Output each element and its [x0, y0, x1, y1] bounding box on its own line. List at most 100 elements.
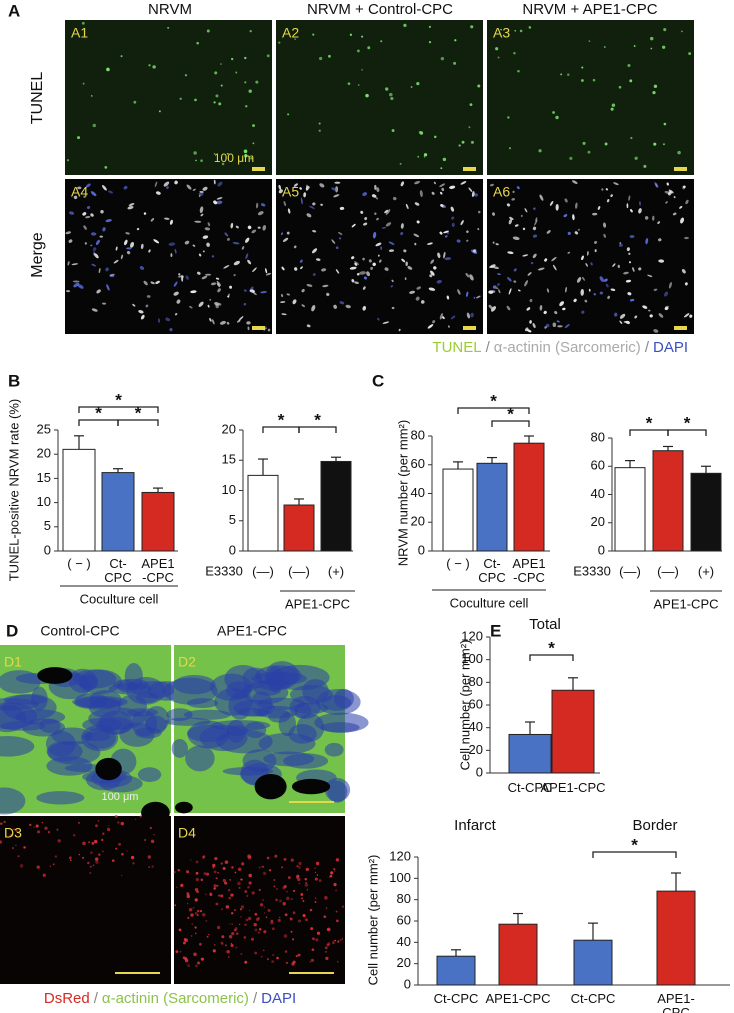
dsred-cell [309, 908, 313, 912]
nucleus [468, 126, 471, 129]
cell [99, 235, 104, 238]
category-label: (+) [697, 564, 715, 579]
cell [451, 222, 455, 227]
cell [681, 269, 686, 274]
nucleus [218, 102, 222, 106]
nuclei-cluster [183, 709, 231, 720]
dsred-cell [297, 866, 301, 869]
cell [470, 312, 474, 318]
cell [335, 269, 340, 274]
cell [427, 242, 433, 245]
nucleus [662, 143, 665, 146]
cell [592, 212, 598, 216]
dsred-cell [341, 938, 344, 940]
cell [366, 271, 371, 277]
dsred-cell [57, 839, 61, 843]
dsred-cell [284, 913, 288, 917]
nucleus [244, 56, 247, 60]
nucleus [167, 26, 170, 29]
cell [136, 227, 140, 231]
cell [429, 274, 433, 278]
dsred-cell [314, 901, 317, 904]
legend-item: / [644, 339, 649, 356]
cell [66, 290, 71, 293]
cell [613, 182, 619, 186]
dsred-cell [228, 956, 230, 958]
cell [562, 307, 566, 311]
cell [232, 242, 240, 245]
bar [62, 448, 96, 552]
dsred-cell [302, 900, 305, 902]
dsred-cell [196, 909, 200, 913]
nucleus [470, 140, 474, 144]
category-label: (+) [327, 564, 345, 579]
cell [529, 298, 533, 303]
cell [356, 273, 360, 276]
dsred-cell [213, 887, 216, 890]
cell [176, 299, 181, 304]
dsred-cell [304, 878, 307, 881]
bar [283, 504, 315, 552]
bar [320, 460, 352, 552]
dsred-cell [199, 942, 202, 946]
nuclei-cluster [0, 736, 35, 757]
cell [431, 191, 435, 195]
cell [351, 256, 355, 260]
cell [634, 315, 638, 319]
cell [155, 191, 161, 195]
dsred-cell [108, 825, 110, 827]
cell [473, 249, 477, 253]
cell [174, 180, 178, 185]
cell [300, 266, 303, 270]
cell [145, 304, 149, 308]
nucleus [555, 115, 559, 120]
dsred-cell [89, 871, 92, 875]
dsred-cell [276, 888, 278, 890]
cell [334, 181, 341, 184]
cell [543, 310, 547, 315]
cell [226, 321, 230, 325]
cell [469, 274, 474, 281]
nucleus [104, 165, 108, 169]
cell [532, 226, 537, 231]
nucleus [184, 74, 188, 77]
cell [544, 258, 548, 262]
legend: TUNEL / α-actinin (Sarcomeric) / DAPI [430, 339, 690, 356]
dsred-cell [33, 826, 35, 828]
cell [169, 219, 173, 225]
nucleus [604, 142, 608, 146]
cell [351, 279, 355, 283]
significance-label: * [490, 391, 497, 410]
cell [642, 305, 648, 309]
dsred-cell [258, 928, 262, 931]
cell [460, 220, 464, 226]
nucleus [442, 157, 447, 162]
cell [567, 251, 571, 254]
cell [653, 329, 659, 333]
y-tick-label: 25 [37, 421, 51, 436]
cell [530, 261, 534, 265]
cell [155, 280, 160, 284]
dsred-cell [173, 871, 176, 874]
cell [594, 240, 598, 244]
dsred-cell [258, 866, 261, 869]
dsred-cell [52, 863, 55, 866]
cell [580, 288, 584, 296]
cell [278, 189, 283, 194]
cell [362, 286, 366, 290]
cell [599, 276, 605, 283]
panel-label: B [8, 371, 20, 390]
dsred-cell [263, 912, 266, 914]
cell [286, 293, 291, 296]
cell [105, 219, 112, 223]
dsred-cell [175, 950, 179, 954]
void [254, 773, 287, 800]
cell [169, 328, 173, 332]
dsred-cell [316, 931, 321, 935]
nucleus [266, 54, 270, 58]
cell [626, 203, 629, 209]
bar [513, 442, 545, 552]
nucleus [319, 56, 323, 61]
error-bar [453, 461, 463, 470]
cell [439, 183, 446, 188]
